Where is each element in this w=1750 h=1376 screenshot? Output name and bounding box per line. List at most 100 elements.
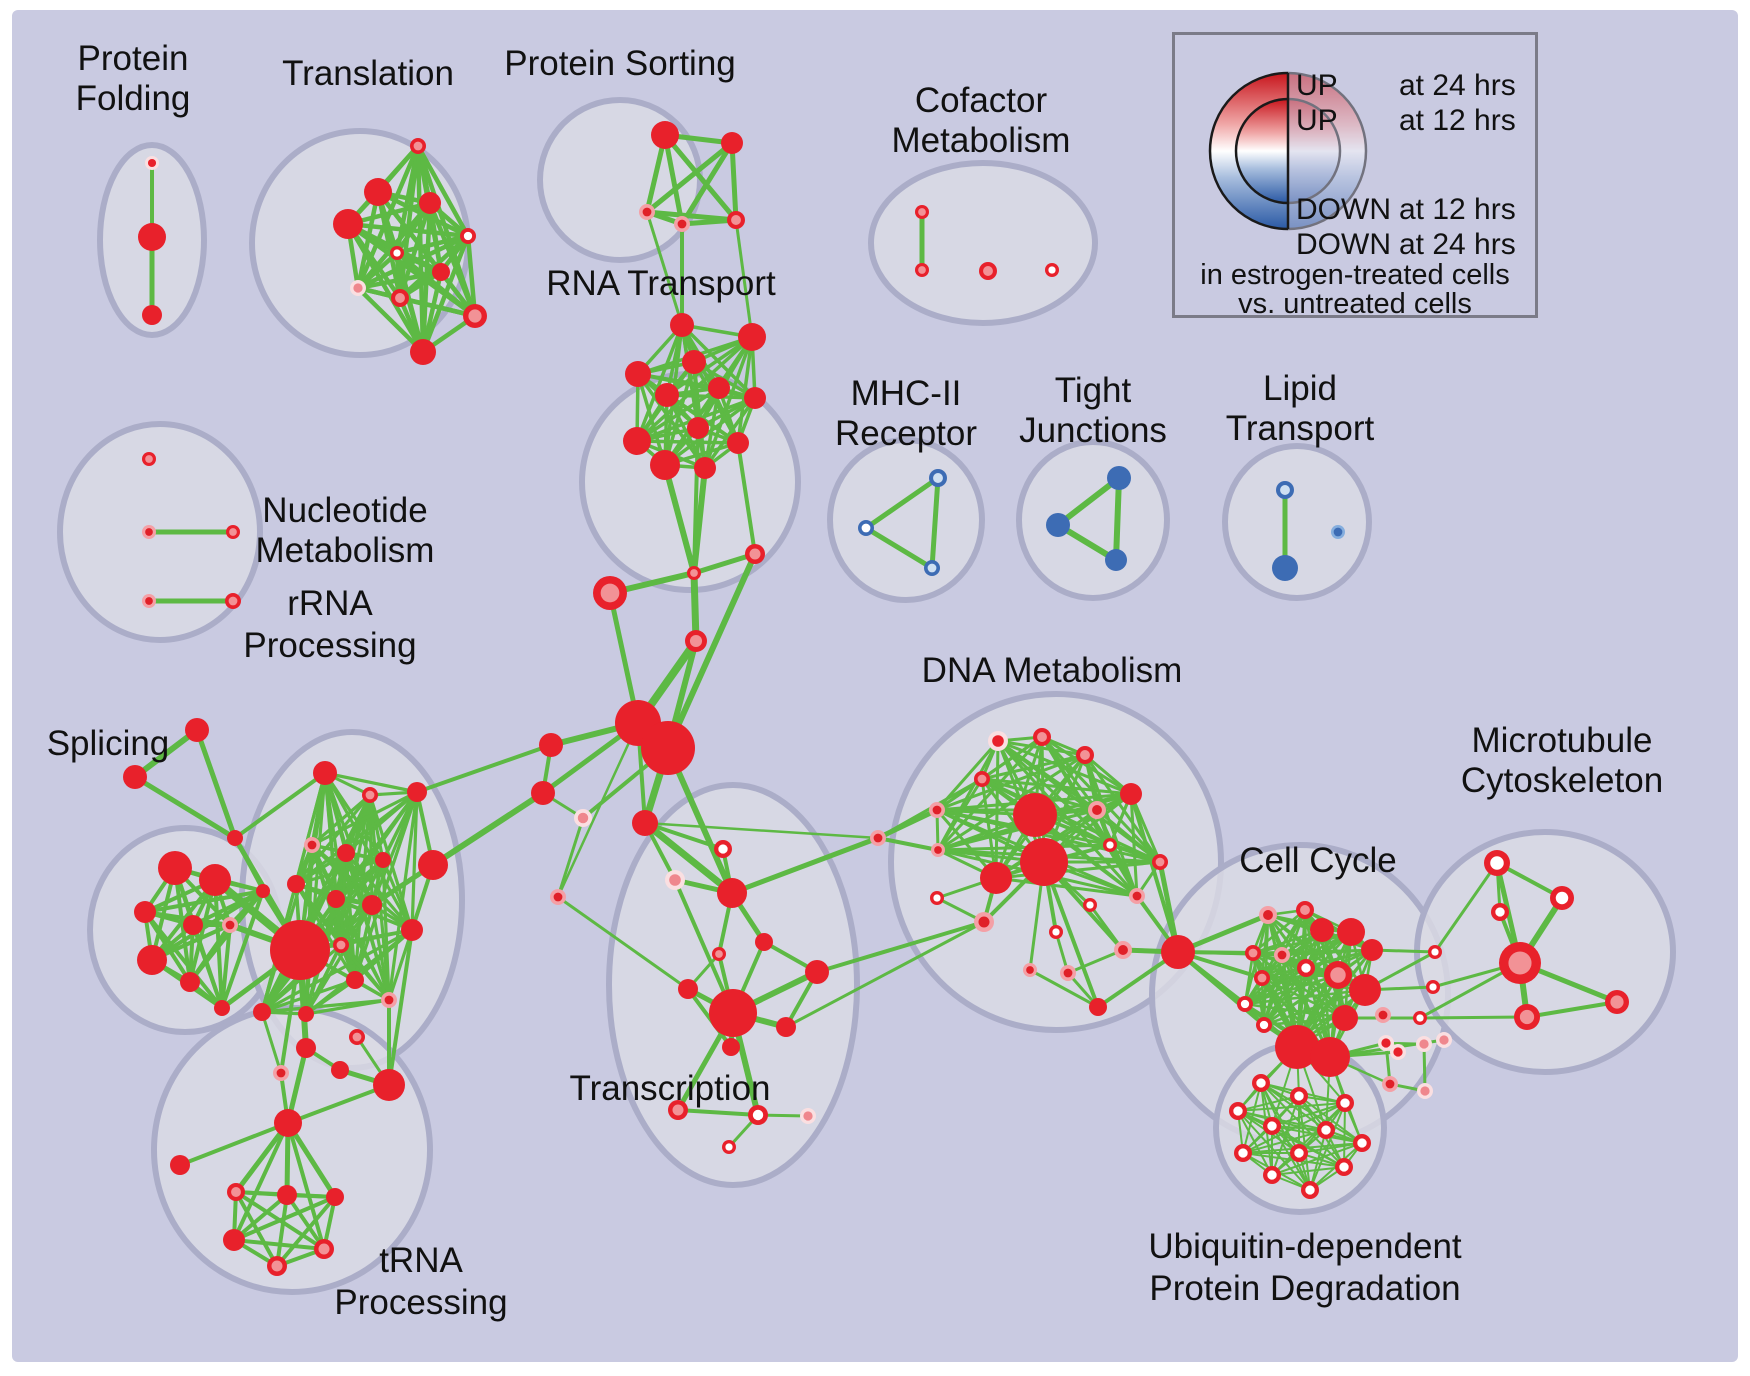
cluster-tight-junctions: [1016, 439, 1170, 601]
cluster-label-nucleotide-metabolism: Nucleotide: [262, 491, 427, 530]
network-edge: [387, 928, 414, 1002]
cluster-label-protein-folding: Folding: [76, 79, 191, 118]
node-w2-center: [577, 812, 589, 824]
node-T9: [776, 1017, 796, 1037]
node-mh2-center: [927, 563, 937, 573]
node-T12-center: [752, 1109, 764, 1121]
node-s8: [256, 884, 270, 898]
node-k22-center: [1439, 1035, 1449, 1045]
network-edge: [690, 569, 700, 645]
node-T2-center: [669, 874, 681, 886]
cluster-label-protein-sorting: Protein Sorting: [504, 44, 736, 83]
node-r6: [375, 852, 391, 868]
node-tl9-center: [468, 309, 482, 323]
network-edge: [1237, 1110, 1363, 1144]
network-edge: [260, 998, 391, 1014]
node-rt4: [655, 383, 679, 407]
network-edge: [233, 771, 327, 840]
cluster-lipid-transport: [1222, 443, 1372, 601]
legend-down-24-time: at 24 hrs: [1399, 228, 1516, 261]
cluster-label-lipid-transport: Transport: [1226, 409, 1375, 448]
network-edge: [232, 1238, 326, 1251]
network-edge: [1251, 951, 1347, 1020]
network-edge: [736, 335, 754, 445]
network-edge: [194, 727, 238, 841]
node-s2: [134, 901, 156, 923]
node-H2: [641, 721, 695, 775]
node-k10-center: [1257, 973, 1267, 983]
network-edge: [645, 210, 684, 327]
node-s7: [214, 1000, 230, 1016]
node-u1-center: [1294, 1091, 1304, 1101]
cluster-label-rna-transport: RNA Transport: [546, 264, 776, 303]
node-ps2-center: [642, 207, 652, 217]
network-edge: [729, 835, 881, 896]
network-edge: [679, 140, 735, 227]
node-u5-center: [1321, 1125, 1331, 1135]
cluster-label-microtubule-cytoskeleton: Microtubule: [1472, 721, 1653, 760]
network-edge: [294, 882, 357, 982]
network-edge: [355, 250, 400, 291]
node-k17-center: [1378, 1010, 1388, 1020]
node-k16: [1310, 1037, 1350, 1077]
node-d1-center: [1037, 732, 1047, 742]
node-n0: [274, 1109, 302, 1137]
network-edge: [641, 819, 736, 897]
network-edge: [294, 851, 348, 886]
network-edge: [355, 269, 444, 291]
network-edge: [679, 217, 739, 227]
network-edge: [556, 895, 690, 991]
network-edge: [323, 771, 419, 794]
node-T14-center: [725, 1143, 733, 1151]
network-edge: [662, 132, 739, 223]
network-edge: [686, 987, 733, 1049]
node-rt11: [694, 457, 716, 479]
network-edge: [1418, 1015, 1529, 1020]
network-edge: [1083, 753, 1139, 898]
network-edge: [1260, 976, 1367, 992]
node-dH: [1161, 935, 1195, 969]
node-u11-center: [1305, 1185, 1315, 1195]
network-edge: [1262, 973, 1340, 1027]
cluster-label-tight-junctions: Tight: [1055, 371, 1132, 410]
node-b2: [296, 1038, 316, 1058]
cluster-label-trna-processing: Processing: [334, 1283, 507, 1322]
cluster-label-nucleotide-metabolism: Metabolism: [256, 531, 435, 570]
node-d5: [1120, 783, 1142, 805]
network-edge: [676, 1108, 760, 1117]
network-edge: [465, 233, 478, 319]
node-tl3: [333, 209, 363, 239]
network-edge: [665, 551, 758, 751]
network-edge: [294, 858, 385, 886]
network-edge: [1262, 988, 1367, 1027]
node-t0: [185, 718, 209, 742]
network-edge: [353, 790, 419, 982]
node-rt3: [625, 361, 651, 387]
network-edge: [430, 790, 546, 868]
node-k14: [1332, 1005, 1358, 1031]
legend-up-24-label: UP: [1296, 69, 1338, 102]
network-edge: [232, 1193, 289, 1242]
node-w5-center: [553, 892, 563, 902]
node-r13-center: [384, 995, 394, 1005]
node-k9: [1349, 974, 1381, 1006]
network-edge: [286, 1121, 326, 1251]
network-edge: [1251, 930, 1353, 955]
network-edge: [662, 462, 697, 576]
node-T7: [805, 960, 829, 984]
node-tl4-center: [463, 231, 473, 241]
node-r4-center: [307, 840, 317, 850]
node-b3: [331, 1061, 349, 1079]
node-ps3-center: [677, 219, 687, 229]
network-edge: [643, 821, 725, 851]
node-dB-center: [873, 833, 883, 843]
node-nu3-center: [145, 597, 153, 605]
network-edge: [665, 335, 754, 397]
network-edge: [220, 923, 232, 1010]
network-edge: [410, 790, 419, 932]
cluster-mhc-ii-receptor: [827, 437, 985, 603]
node-nu0-center: [145, 455, 153, 463]
node-b1-center: [276, 1068, 286, 1078]
